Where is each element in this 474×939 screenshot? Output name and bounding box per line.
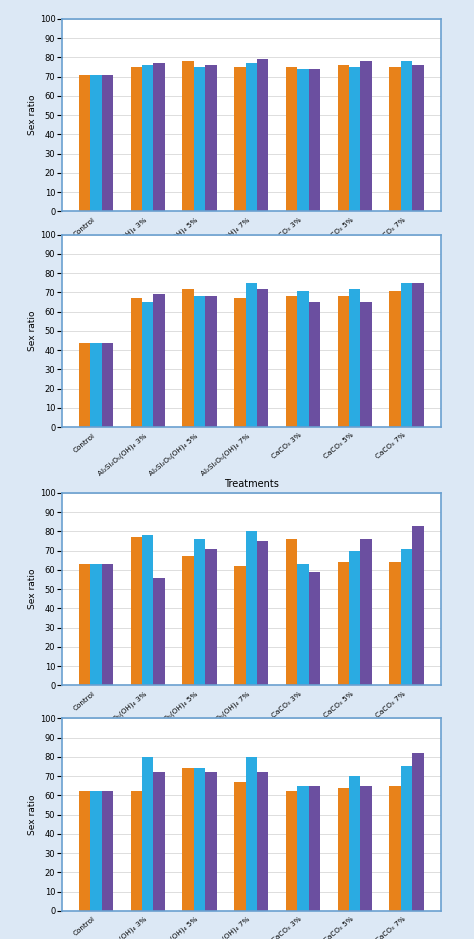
Y-axis label: Sex ratio: Sex ratio	[28, 569, 37, 609]
Bar	[79, 74, 90, 211]
Bar	[234, 782, 246, 911]
Bar	[154, 772, 165, 911]
Bar	[257, 59, 268, 211]
Bar	[401, 61, 412, 211]
Bar	[154, 63, 165, 211]
Bar	[182, 61, 194, 211]
Bar	[412, 283, 424, 427]
Bar	[154, 295, 165, 427]
Bar	[101, 564, 113, 685]
Bar	[349, 288, 360, 427]
Bar	[234, 299, 246, 427]
Bar	[401, 766, 412, 911]
Bar	[90, 74, 101, 211]
Bar	[205, 772, 217, 911]
Bar	[257, 772, 268, 911]
Y-axis label: Sex ratio: Sex ratio	[28, 311, 37, 351]
Bar	[309, 302, 320, 427]
Bar	[349, 550, 360, 685]
Bar	[337, 788, 349, 911]
X-axis label: Treatments: Treatments	[224, 737, 279, 747]
Bar	[142, 757, 154, 911]
Bar	[401, 548, 412, 685]
Bar	[194, 297, 205, 427]
Bar	[297, 564, 309, 685]
Bar	[412, 753, 424, 911]
Bar	[309, 69, 320, 211]
X-axis label: Treatments: Treatments	[224, 263, 279, 273]
Bar	[349, 776, 360, 911]
Bar	[234, 67, 246, 211]
Bar	[412, 526, 424, 685]
Bar	[349, 67, 360, 211]
Bar	[182, 768, 194, 911]
Bar	[286, 67, 297, 211]
Bar	[390, 290, 401, 427]
Bar	[360, 302, 372, 427]
Bar	[90, 792, 101, 911]
Bar	[194, 768, 205, 911]
Bar	[79, 792, 90, 911]
Bar	[390, 786, 401, 911]
Bar	[194, 539, 205, 685]
Bar	[337, 65, 349, 211]
Bar	[360, 786, 372, 911]
Legend: October, November, December: October, November, December	[162, 316, 340, 331]
Bar	[205, 548, 217, 685]
X-axis label: Treatments: Treatments	[224, 479, 279, 489]
Bar	[182, 557, 194, 685]
Y-axis label: Sex ratio: Sex ratio	[28, 794, 37, 835]
Bar	[297, 69, 309, 211]
Legend: October, November, December: October, November, December	[162, 531, 340, 547]
Bar	[246, 531, 257, 685]
Bar	[297, 290, 309, 427]
Bar	[79, 343, 90, 427]
Bar	[286, 539, 297, 685]
Bar	[390, 562, 401, 685]
Bar	[205, 297, 217, 427]
Bar	[390, 67, 401, 211]
Bar	[309, 572, 320, 685]
Bar	[297, 786, 309, 911]
Bar	[205, 65, 217, 211]
Bar	[101, 343, 113, 427]
Bar	[257, 288, 268, 427]
Bar	[131, 537, 142, 685]
Bar	[131, 67, 142, 211]
Bar	[246, 63, 257, 211]
Bar	[257, 541, 268, 685]
Bar	[131, 299, 142, 427]
Bar	[337, 562, 349, 685]
Bar	[309, 786, 320, 911]
Bar	[234, 566, 246, 685]
Bar	[154, 577, 165, 685]
Y-axis label: Sex ratio: Sex ratio	[28, 95, 37, 135]
Bar	[142, 65, 154, 211]
Bar	[360, 61, 372, 211]
Bar	[194, 67, 205, 211]
Bar	[142, 535, 154, 685]
Bar	[90, 343, 101, 427]
Bar	[90, 564, 101, 685]
Bar	[401, 283, 412, 427]
Bar	[142, 302, 154, 427]
Bar	[246, 283, 257, 427]
Bar	[101, 792, 113, 911]
Bar	[79, 564, 90, 685]
Bar	[360, 539, 372, 685]
Bar	[182, 288, 194, 427]
Bar	[101, 74, 113, 211]
Bar	[131, 792, 142, 911]
Bar	[412, 65, 424, 211]
Bar	[337, 297, 349, 427]
Bar	[246, 757, 257, 911]
Bar	[286, 297, 297, 427]
Legend: October, November, December: October, November, December	[162, 790, 340, 806]
Bar	[286, 792, 297, 911]
